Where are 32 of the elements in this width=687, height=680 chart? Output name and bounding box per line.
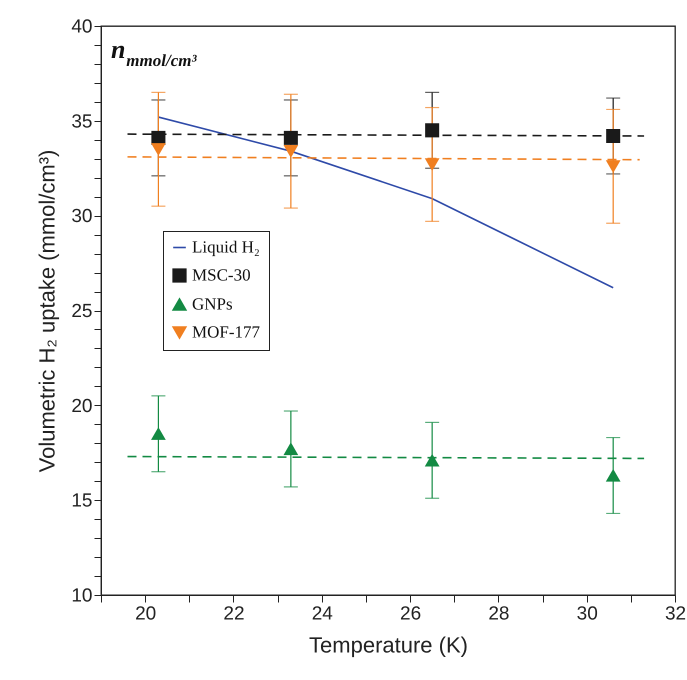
point xyxy=(151,143,166,156)
point xyxy=(284,442,298,456)
y-axis-title: Volumetric H₂ uptake (mmol/cm³) xyxy=(34,150,60,472)
x-tick-label: 26 xyxy=(400,604,422,624)
y-tick-label: 40 xyxy=(71,16,92,38)
y-tick-label: 30 xyxy=(71,206,92,228)
x-tick-label: 24 xyxy=(312,604,334,624)
y-tick-label: 35 xyxy=(71,111,92,132)
point xyxy=(151,428,166,440)
y-tick-label: 15 xyxy=(71,490,92,512)
point xyxy=(425,123,440,138)
point xyxy=(284,130,298,145)
x-tick-label: 28 xyxy=(488,604,510,624)
y-tick-label: 20 xyxy=(71,396,92,417)
legend-label: MOF-177 xyxy=(192,322,261,342)
legend-label: GNPs xyxy=(192,294,233,314)
point xyxy=(606,128,620,144)
legend-label: Liquid H₂ xyxy=(192,238,260,256)
y-tick-label: 10 xyxy=(71,586,92,606)
x-tick-label: 20 xyxy=(135,604,156,624)
x-tick-label: 32 xyxy=(664,604,686,624)
point xyxy=(425,158,440,171)
x-tick-label: 22 xyxy=(223,604,245,624)
legend-label: MSC-30 xyxy=(192,266,251,284)
point xyxy=(284,145,298,158)
line-series xyxy=(158,116,614,289)
x-axis-title: Temperature (K) xyxy=(309,632,468,658)
y-tick-label: 25 xyxy=(71,301,92,322)
point xyxy=(606,160,620,172)
point xyxy=(606,469,620,482)
point xyxy=(425,454,440,466)
x-tick-label: 30 xyxy=(576,604,598,624)
